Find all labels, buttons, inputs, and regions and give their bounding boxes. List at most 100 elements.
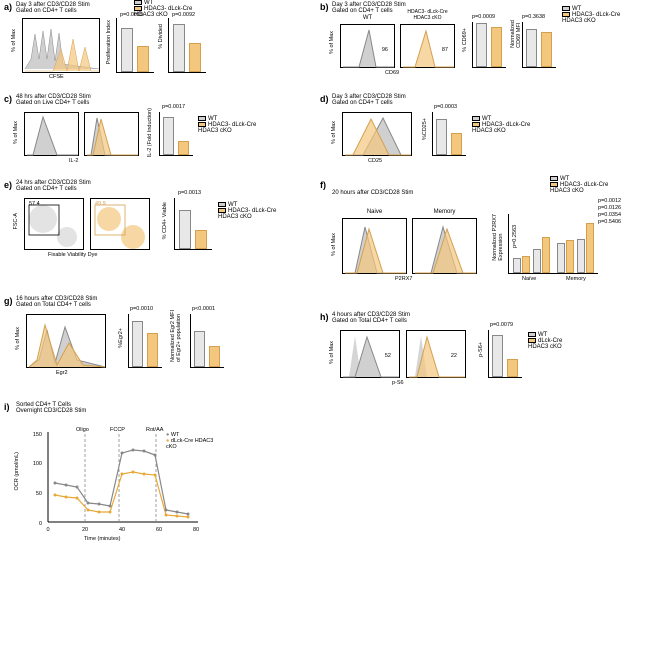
egr2pct-ko <box>147 333 158 367</box>
egr2mfi-pval: p<0.0001 <box>192 306 215 312</box>
cd69mfi-bar-wt <box>526 29 537 67</box>
egr2mfi-ylabel: Normalized Egr2 MFI of Egr2+ population <box>170 310 182 362</box>
legend-i-ko: dLck-Cre HDAC3 cKO <box>166 438 213 450</box>
egr2-xlabel: Egr2 <box>56 370 68 376</box>
legend-c-ko-box <box>198 122 206 127</box>
panel-e-legend: WT HDAC3- dLck-Cre HDAC3 cKO <box>218 202 276 220</box>
panel-d-label: d) <box>320 94 329 104</box>
panel-h: h) 4 hours after CD3/CD28 Stim Gated on … <box>320 312 650 396</box>
p2rx7-m-ko-stim <box>586 223 594 273</box>
viable-ylabel: % CD4+ Viable <box>162 202 168 239</box>
panel-b-legend: WT HDAC3- dLck-Cre HDAC3 cKO <box>562 6 620 24</box>
p2rx7-naive: Naive % of Max <box>342 218 407 274</box>
cd69-ko-title: HDAC3- dLck-Cre HDAC3 cKO <box>401 9 454 21</box>
cd69pct-bar-ko <box>491 27 502 67</box>
viable-bar-wt <box>179 210 191 249</box>
panel-f-title: 20 hours after CD3/CD28 Stim <box>332 190 413 196</box>
legend-e-wt-box <box>218 202 226 207</box>
cd69mfi-ylabel: Normalized CD69 MFI <box>510 20 522 48</box>
p2rx7-bar-ylabel: Normalized P2RX7 Expression <box>492 214 504 261</box>
il2-xlabel: IL-2 <box>69 158 78 164</box>
legend-ko-text: HDAC3- dLck-Cre HDAC3 cKO <box>134 6 192 18</box>
f-pval5: p=0.2563 <box>512 225 518 248</box>
il2-bar-ylabel: IL-2 (Fold Induction) <box>147 108 153 157</box>
divided-bar-wt <box>173 24 185 72</box>
panel-b-title: Day 3 after CD3/CD28 Stim Gated on CD4+ … <box>332 2 406 14</box>
cfse-ylabel: % of Max <box>11 29 17 52</box>
legend-h-ko-box <box>528 338 536 343</box>
cd69-gate1: 96 <box>382 47 388 53</box>
viable-pval: p=0.0013 <box>178 190 201 196</box>
cd69pct-chart <box>472 22 506 68</box>
legend-ko-box <box>134 6 142 11</box>
panel-e: e) 24 hrs after CD3/CD28 Stim Gated on C… <box>4 180 314 276</box>
p2rx7-xlabel: P2RX7 <box>395 276 412 282</box>
egr2pct-ylabel: %Egr2+ <box>118 328 124 348</box>
cd69pct-bar-wt <box>476 23 487 67</box>
viable-bar-ko <box>195 230 207 249</box>
panel-i-label: i) <box>4 402 10 412</box>
legend-d-wt-box <box>472 116 480 121</box>
inj-rotaa: Rot/AA <box>146 427 164 433</box>
egr2pct-chart <box>128 314 162 368</box>
il2-histo-ko <box>84 112 139 156</box>
prolif-bar-wt <box>121 28 133 72</box>
e-gate1: 57.4 <box>29 201 40 207</box>
cd25-bar-wt <box>436 119 447 155</box>
panel-a-label: a) <box>4 2 12 12</box>
p2rx7-x-naive: Naïve <box>522 276 536 282</box>
il2-histo-wt: % of Max <box>24 112 79 156</box>
svg-text:80: 80 <box>193 527 199 533</box>
panel-c-label: c) <box>4 94 12 104</box>
cd69mfi-pval: p=0.3638 <box>522 14 545 20</box>
divided-chart <box>168 18 206 73</box>
e-gate2: 49.9 <box>95 201 106 207</box>
cd69-histo-wt: WT 96 % of Max <box>340 24 395 68</box>
divided-bar-ko <box>189 43 201 72</box>
cfse-xlabel: CFSE <box>49 74 64 80</box>
panel-g-title: 16 hours after CD3/CD28 Stim Gated on To… <box>16 296 97 308</box>
legend-b-ko-box <box>562 12 570 17</box>
cd69-ylabel: % of Max <box>329 31 335 54</box>
svg-text:50: 50 <box>36 491 42 497</box>
p2rx7-naive-title: Naive <box>343 209 406 215</box>
viable-chart <box>174 198 212 250</box>
legend-f-ko-box <box>550 182 558 187</box>
svg-text:0: 0 <box>39 521 42 527</box>
il2-pval: p=0.0017 <box>162 104 185 110</box>
p2rx7-n-ko-stim <box>542 237 550 273</box>
ps6-xlabel: p-S6 <box>392 380 404 386</box>
panel-a: a) Day 3 after CD3/CD28 Stim Gated on CD… <box>4 2 304 88</box>
ps6-bar-wt <box>492 335 503 377</box>
cd69mfi-bar-ko <box>541 32 552 67</box>
panel-g: g) 16 hours after CD3/CD28 Stim Gated on… <box>4 296 314 388</box>
panel-d-title: Day 3 after CD3/CD28 Stim Gated on CD4+ … <box>332 94 406 106</box>
inj-oligo: Oligo <box>76 427 89 433</box>
legend-e-ko-box <box>218 208 226 213</box>
ps6-wt: 52 % of Max <box>340 330 400 378</box>
legend-b-wt-box <box>562 6 570 11</box>
p2rx7-n-wt-unstim <box>513 258 521 273</box>
prolif-index-chart <box>116 18 154 73</box>
panel-c-legend: WT HDAC3- dLck-Cre HDAC3 cKO <box>198 116 256 134</box>
egr2pct-pval: p=0.0010 <box>130 306 153 312</box>
cd69pct-pval: p=0.0009 <box>472 14 495 20</box>
cd25-ylabel: % of Max <box>331 121 337 144</box>
p2rx7-n-wt-stim <box>533 249 541 273</box>
panel-d: d) Day 3 after CD3/CD28 Stim Gated on CD… <box>320 94 650 174</box>
legend-f-ko: HDAC3- dLck-Cre HDAC3 cKO <box>550 182 608 194</box>
cd25-bar-ylabel: %CD25+ <box>422 118 428 140</box>
p2rx7-m-wt-unstim <box>557 243 565 273</box>
prolif-bar-ko <box>137 46 149 72</box>
panel-f: f) 20 hours after CD3/CD28 Stim WT HDAC3… <box>320 180 650 310</box>
p2rx7-m-ko-unstim <box>566 240 574 273</box>
legend-e-ko: HDAC3- dLck-Cre HDAC3 cKO <box>218 208 276 220</box>
panel-h-label: h) <box>320 312 329 322</box>
p2rx7-memory: Memory <box>412 218 477 274</box>
ps6-ko: 22 <box>406 330 466 378</box>
ps6-pval: p=0.0079 <box>490 322 513 328</box>
ocr-xlabel: Time (minutes) <box>84 536 120 542</box>
ps6-bar-ko <box>507 359 518 377</box>
legend-f-wt-box <box>550 176 558 181</box>
cd69-histo-ko: HDAC3- dLck-Cre HDAC3 cKO 87 <box>400 24 455 68</box>
